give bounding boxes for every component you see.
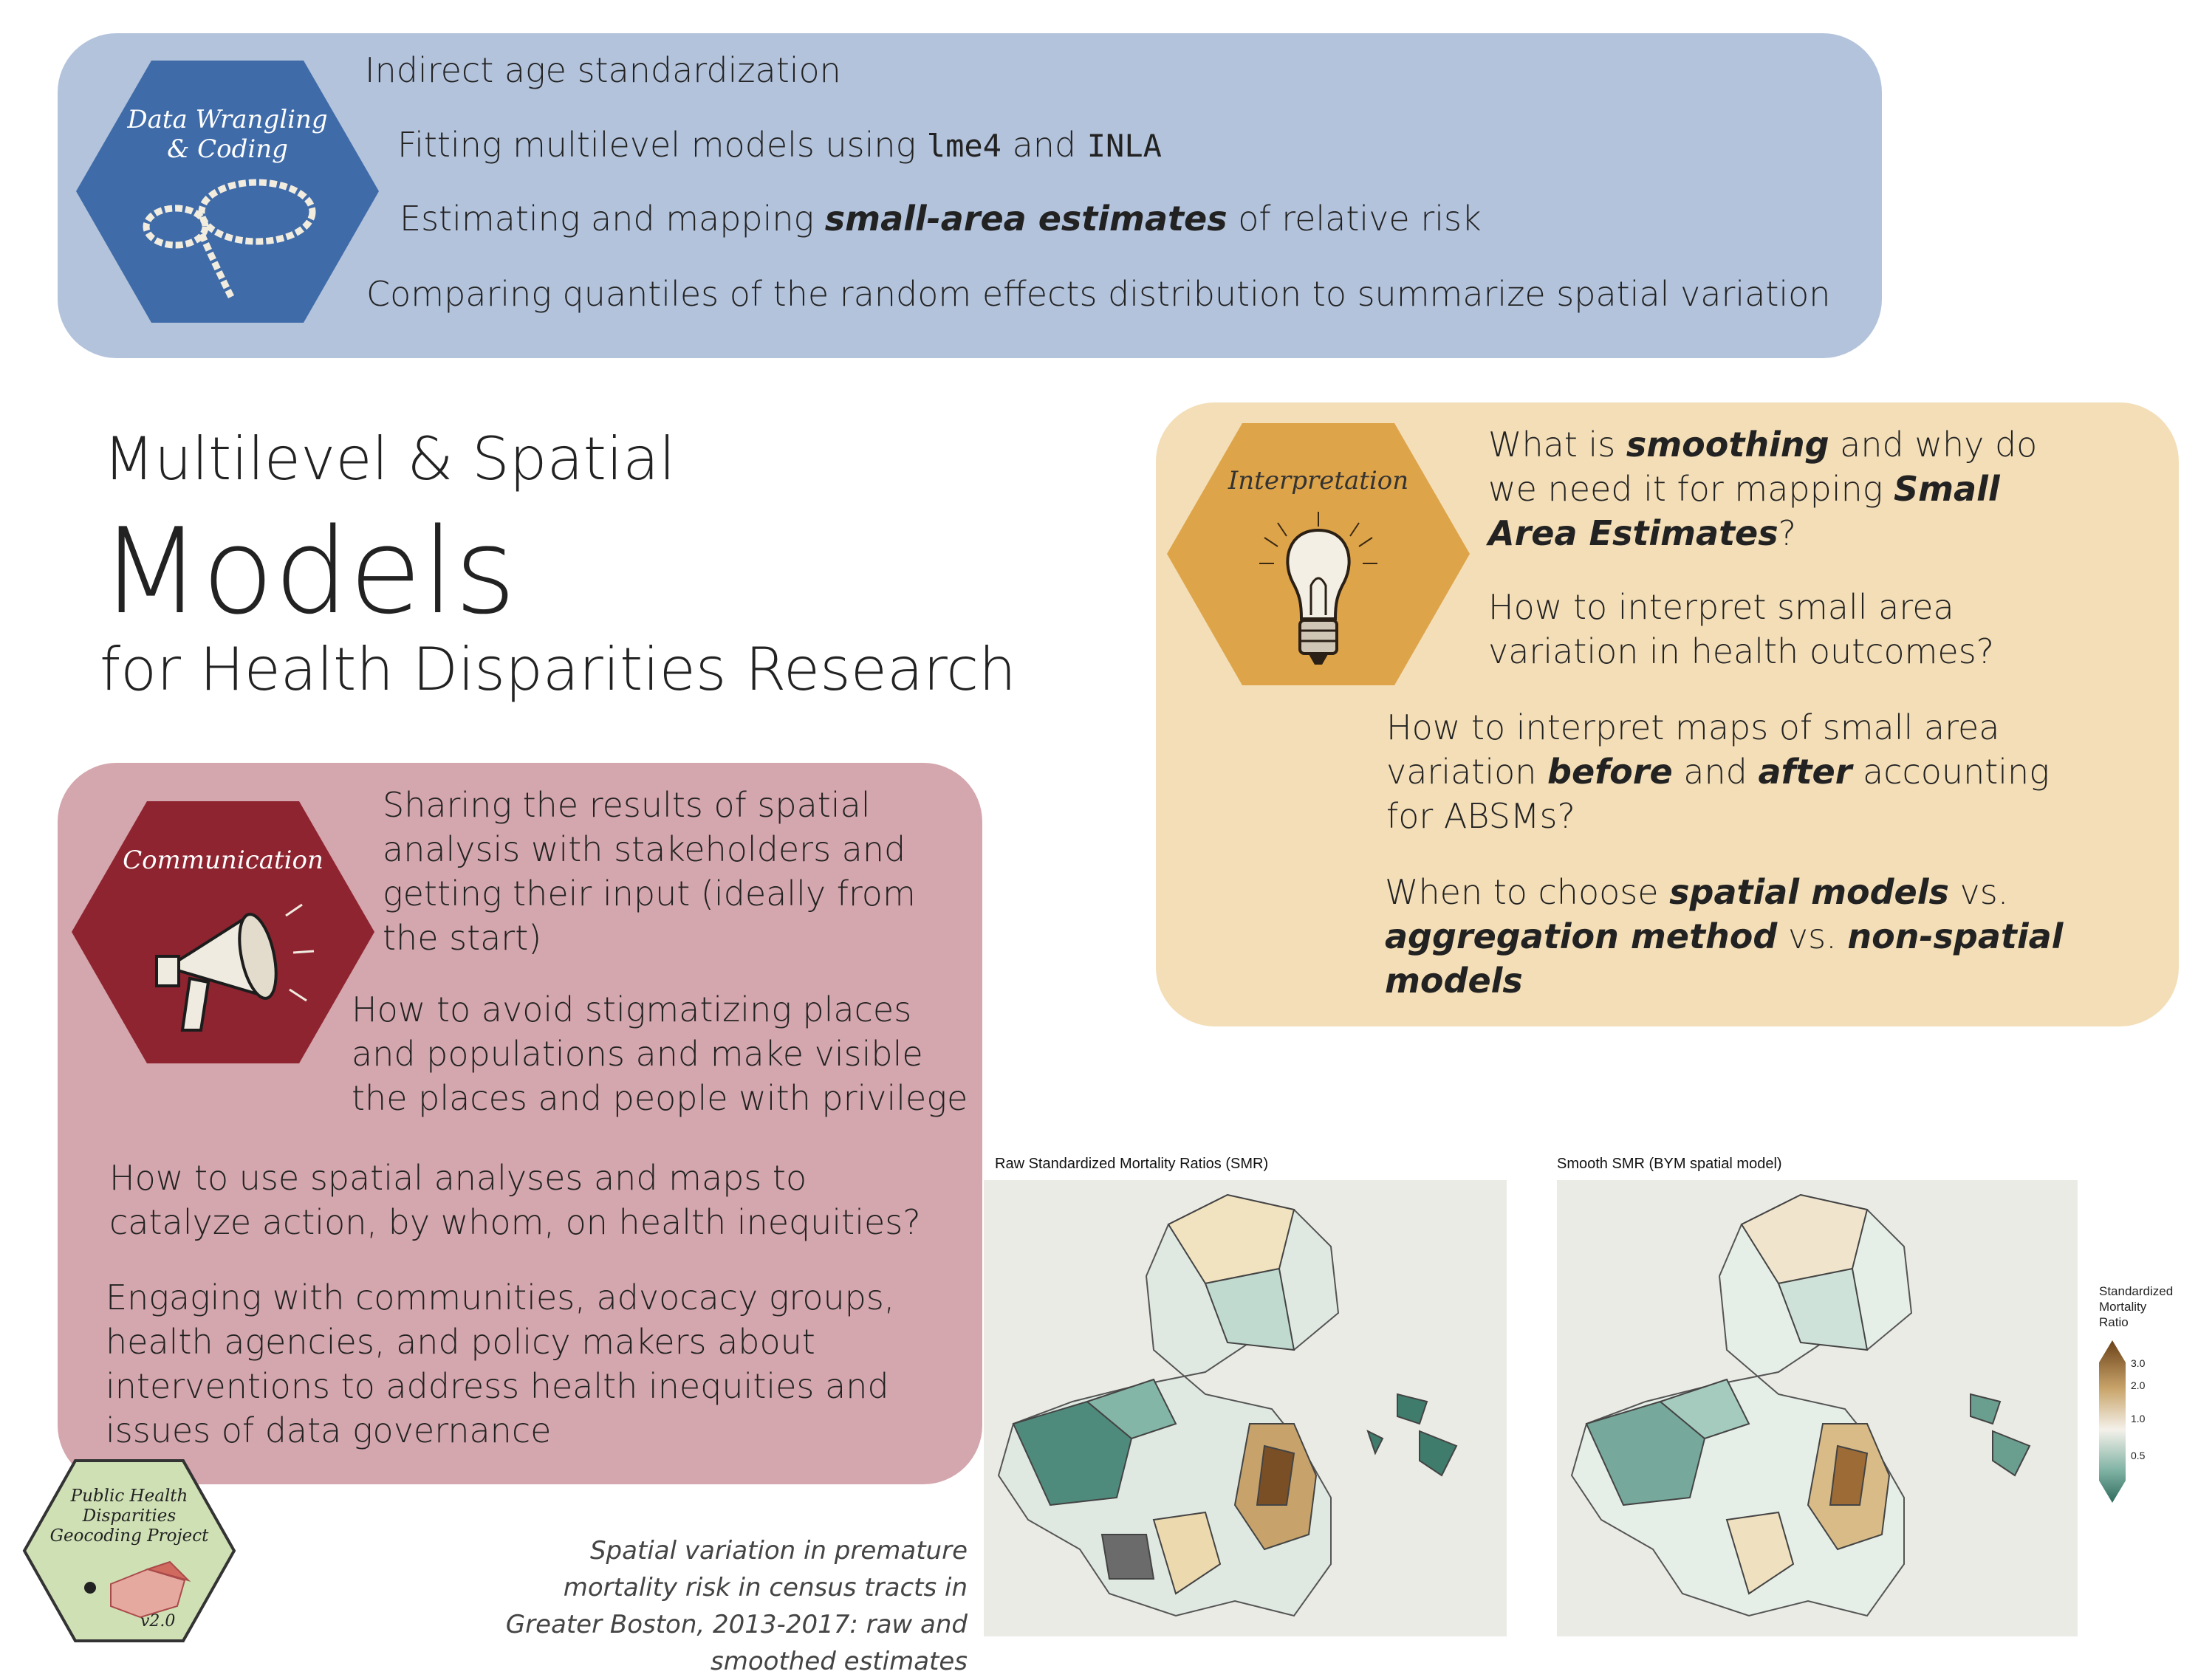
legend-tick-2: 2.0 xyxy=(2131,1379,2146,1391)
data-wrangling-label: Data Wrangling & Coding xyxy=(127,105,328,164)
smooth-smr-map-title: Smooth SMR (BYM spatial model) xyxy=(1557,1156,1782,1172)
interp-question-1: What is smoothing and why do we need it … xyxy=(1488,425,2038,553)
interpretation-hex: Interpretation xyxy=(1167,423,1470,685)
data-item-4: Comparing quantiles of the random effect… xyxy=(366,274,1831,314)
smooth-smr-map xyxy=(1557,1180,2078,1636)
communication-label: Communication xyxy=(123,846,323,875)
interp-question-4: When to choose spatial models vs. aggreg… xyxy=(1385,872,2064,1001)
comm-item-1: Sharing the results of spatial analysis … xyxy=(383,785,916,958)
legend-color-bar xyxy=(2099,1340,2126,1503)
logo-line-3: Geocoding Project xyxy=(49,1526,209,1546)
interp-question-3: How to interpret maps of small area vari… xyxy=(1386,707,2050,836)
lasso-icon xyxy=(143,179,316,299)
title-line-1: Multilevel & Spatial xyxy=(103,425,676,493)
legend-tick-3: 3.0 xyxy=(2131,1357,2146,1369)
legend-title: Standardized Mortality Ratio xyxy=(2099,1284,2174,1329)
raw-smr-map-title: Raw Standardized Mortality Ratios (SMR) xyxy=(995,1156,1269,1172)
legend-tick-05: 0.5 xyxy=(2131,1450,2146,1461)
smooth-smr-choropleth xyxy=(1570,1193,2031,1617)
data-wrangling-hex: Data Wrangling & Coding xyxy=(76,61,379,323)
comm-item-3: How to use spatial analyses and maps to … xyxy=(109,1158,921,1242)
title-line-3: for Health Disparities Research xyxy=(100,635,1016,704)
legend-tick-1: 1.0 xyxy=(2131,1413,2146,1424)
raw-smr-choropleth xyxy=(997,1193,1458,1617)
interpretation-label: Interpretation xyxy=(1228,466,1409,496)
comm-item-4: Engaging with communities, advocacy grou… xyxy=(106,1278,895,1450)
interp-question-2: How to interpret small area variation in… xyxy=(1488,587,1995,671)
data-item-3: Estimating and mapping small-area estima… xyxy=(400,199,1482,239)
phdgp-logo: Public Health Disparities Geocoding Proj… xyxy=(22,1458,236,1643)
page-title: Models xyxy=(100,502,516,640)
logo-version: v2.0 xyxy=(140,1612,176,1631)
data-item-2: Fitting multilevel models using lme4 and… xyxy=(397,125,1162,165)
logo-line-1: Public Health xyxy=(70,1487,188,1506)
data-item-1: Indirect age standardization xyxy=(365,50,841,90)
raw-smr-map xyxy=(984,1180,1507,1636)
megaphone-icon xyxy=(155,903,315,1032)
lightbulb-icon xyxy=(1259,512,1377,665)
communication-hex: Communication xyxy=(72,801,374,1063)
comm-item-2: How to avoid stigmatizing places and pop… xyxy=(352,990,968,1118)
map-caption: Spatial variation in premature mortality… xyxy=(505,1536,968,1676)
logo-line-2: Disparities xyxy=(82,1506,177,1526)
